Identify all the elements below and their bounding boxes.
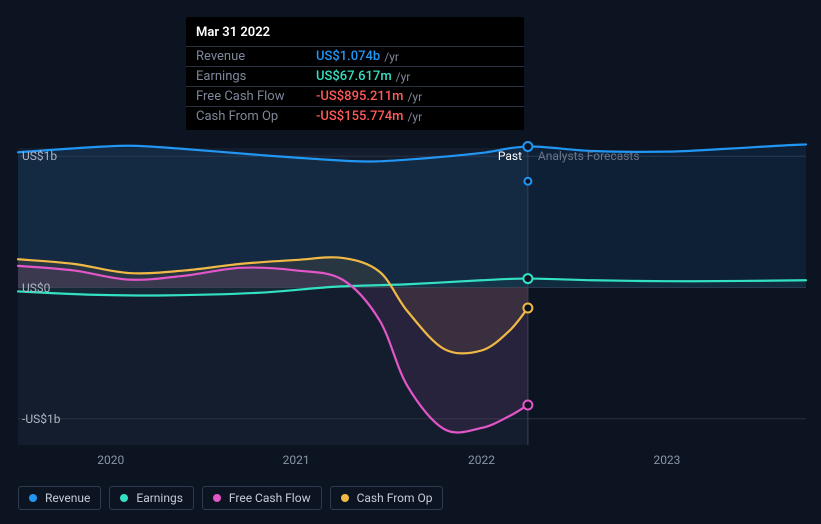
tooltip-row-unit: /yr (407, 90, 422, 104)
legend-item-cfo[interactable]: Cash From Op (330, 486, 444, 510)
legend-dot-icon (29, 494, 37, 502)
legend-dot-icon (120, 494, 128, 502)
tooltip-row-value: US$67.617m (316, 69, 392, 84)
legend-item-label: Earnings (136, 491, 183, 505)
tooltip-row-value: -US$155.774m (316, 109, 403, 124)
x-axis-label: 2021 (283, 453, 310, 467)
y-axis-label: US$0 (22, 281, 50, 295)
legend-dot-icon (341, 494, 349, 502)
y-axis-label: -US$1b (22, 412, 60, 426)
tooltip-row-unit: /yr (384, 50, 399, 64)
y-axis-label: US$1b (22, 149, 57, 163)
tooltip-row: EarningsUS$67.617m/yr (186, 66, 524, 86)
tooltip-row-label: Free Cash Flow (196, 89, 316, 104)
forecast-label: Analysts Forecasts (538, 149, 640, 163)
tooltip-date: Mar 31 2022 (186, 23, 524, 46)
chart-tooltip: Mar 31 2022 RevenueUS$1.074b/yrEarningsU… (186, 17, 524, 130)
legend-item-fcf[interactable]: Free Cash Flow (202, 486, 322, 510)
x-axis-label: 2020 (97, 453, 124, 467)
x-axis-label: 2022 (468, 453, 495, 467)
tooltip-row-value: US$1.074b (316, 49, 380, 64)
tooltip-row-value: -US$895.211m (316, 89, 403, 104)
tooltip-row-label: Earnings (196, 69, 316, 84)
chart-legend: Revenue Earnings Free Cash Flow Cash From O… (18, 486, 443, 510)
legend-dot-icon (213, 494, 221, 502)
tooltip-row-label: Cash From Op (196, 109, 316, 124)
legend-item-label: Free Cash Flow (229, 491, 311, 505)
tooltip-row: Free Cash Flow-US$895.211m/yr (186, 86, 524, 106)
tooltip-row-unit: /yr (396, 70, 411, 84)
legend-item-earnings[interactable]: Earnings (109, 486, 194, 510)
tooltip-row-unit: /yr (407, 110, 422, 124)
legend-item-revenue[interactable]: Revenue (18, 486, 101, 510)
legend-item-label: Revenue (45, 491, 90, 505)
financials-chart: US$1b US$0 -US$1b 2020 2021 2022 2023 Past Ana… (0, 0, 821, 524)
legend-item-label: Cash From Op (357, 491, 433, 505)
tooltip-row: Cash From Op-US$155.774m/yr (186, 106, 524, 126)
tooltip-row: RevenueUS$1.074b/yr (186, 46, 524, 66)
past-label: Past (498, 149, 522, 163)
x-axis-label: 2023 (653, 453, 680, 467)
tooltip-row-label: Revenue (196, 49, 316, 64)
